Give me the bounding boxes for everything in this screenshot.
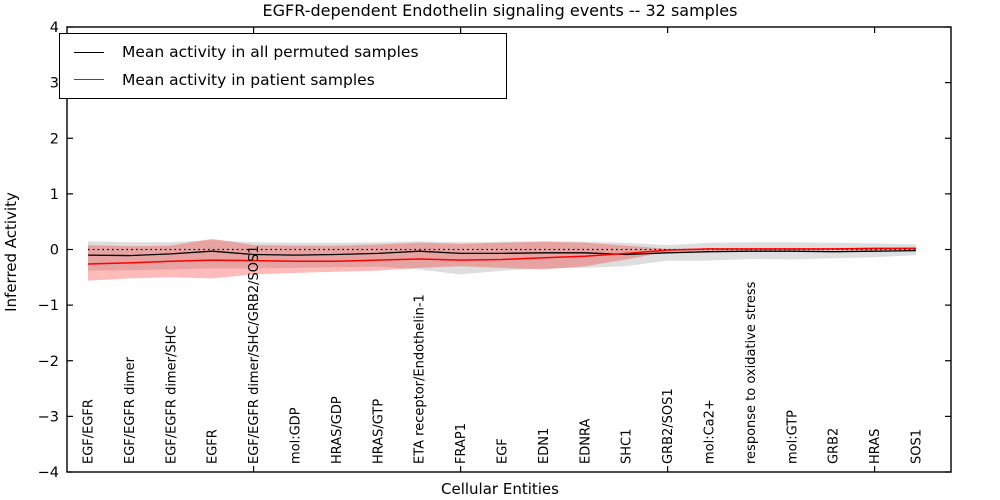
y-tick-label: 2 xyxy=(50,131,59,147)
y-tick-label: 4 xyxy=(50,20,59,36)
series-line-patient xyxy=(87,247,916,265)
x-category-label: mol:GTP xyxy=(785,410,800,464)
x-category-label: mol:GDP xyxy=(289,407,304,464)
x-category-label: EGF xyxy=(496,438,511,464)
x-category-label: SHC1 xyxy=(620,429,635,464)
y-axis-label: Inferred Activity xyxy=(2,192,20,312)
x-category-label: response to oxidative stress xyxy=(744,281,759,464)
legend-label-patient: Mean activity in patient samples xyxy=(122,70,375,89)
legend-line-patient xyxy=(74,79,104,81)
chart-title: EGFR-dependent Endothelin signaling even… xyxy=(262,1,738,20)
y-tick-label: −2 xyxy=(38,354,59,370)
x-category-label: EDNRA xyxy=(578,419,593,464)
legend-item-patient: Mean activity in patient samples xyxy=(60,71,506,89)
x-category-label: GRB2 xyxy=(827,428,842,464)
x-axis-label: Cellular Entities xyxy=(441,480,559,498)
y-tick-label: −1 xyxy=(38,298,59,314)
x-category-label: EGF/EGFR dimer/SHC/GRB2/SOS1 xyxy=(247,246,262,465)
legend-item-permuted: Mean activity in all permuted samples xyxy=(60,43,506,61)
x-category-label: EGFR xyxy=(206,429,221,464)
x-category-label: FRAP1 xyxy=(454,423,469,464)
y-tick-label: 3 xyxy=(50,76,59,92)
x-category-label: ETA receptor/Endothelin-1 xyxy=(413,294,428,464)
legend: Mean activity in all permuted samples Me… xyxy=(59,33,507,99)
x-category-label: HRAS/GTP xyxy=(371,399,386,464)
y-tick-label: −4 xyxy=(38,465,59,481)
x-category-label: EGF/EGFR dimer xyxy=(123,356,138,464)
x-category-label: SOS1 xyxy=(910,429,925,464)
x-category-label: EDN1 xyxy=(537,428,552,464)
x-category-label: mol:Ca2+ xyxy=(703,399,718,464)
x-category-label: EGF/EGFR dimer/SHC xyxy=(164,326,179,464)
x-category-label: HRAS/GDP xyxy=(330,396,345,464)
x-category-label: GRB2/SOS1 xyxy=(661,388,676,464)
x-category-label: HRAS xyxy=(868,429,883,464)
series-line-permuted xyxy=(87,249,917,257)
y-tick-label: −3 xyxy=(38,409,59,425)
legend-line-permuted xyxy=(74,51,104,53)
y-tick-label: 0 xyxy=(50,243,59,259)
x-category-label: EGF/EGFR xyxy=(82,399,97,464)
legend-label-permuted: Mean activity in all permuted samples xyxy=(122,43,419,62)
y-tick-label: 1 xyxy=(50,187,59,203)
